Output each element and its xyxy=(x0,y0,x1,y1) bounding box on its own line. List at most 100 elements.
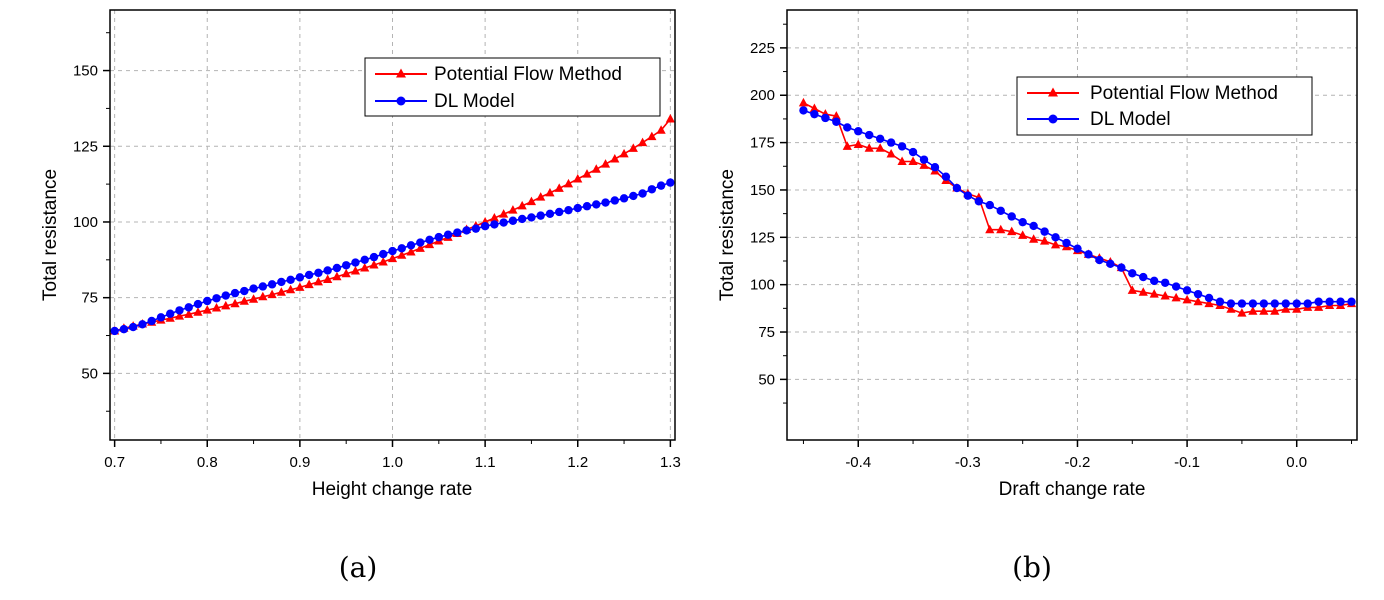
data-point-triangle xyxy=(517,200,527,210)
data-point-circle xyxy=(1084,250,1093,259)
data-point-circle xyxy=(619,194,629,203)
data-point-triangle xyxy=(1018,230,1028,239)
y-tick-label: 125 xyxy=(750,229,775,246)
grid-b xyxy=(787,10,1357,440)
data-point-circle xyxy=(656,181,666,190)
data-point-triangle xyxy=(1237,308,1247,317)
data-point-triangle xyxy=(332,271,342,281)
data-point-circle xyxy=(175,306,184,315)
data-point-triangle xyxy=(295,282,305,291)
data-point-triangle xyxy=(573,173,583,183)
data-point-triangle xyxy=(656,125,666,134)
legend-b: Potential Flow Method DL Model xyxy=(1016,76,1313,136)
data-point-circle xyxy=(147,316,156,326)
data-point-triangle xyxy=(600,159,611,168)
x-tick-label: 0.9 xyxy=(289,454,310,471)
data-point-circle xyxy=(897,142,907,151)
y-tick-label: 100 xyxy=(73,214,98,231)
data-point-triangle xyxy=(1127,285,1137,294)
x-axis-label-b: Draft change rate xyxy=(999,479,1146,500)
data-point-circle xyxy=(453,228,462,237)
x-tick-label: -0.2 xyxy=(1065,454,1091,471)
data-point-triangle xyxy=(276,287,286,296)
data-point-circle xyxy=(886,138,896,147)
data-point-triangle xyxy=(842,141,852,150)
data-point-triangle xyxy=(545,187,555,197)
plot-frame-b xyxy=(786,9,1358,441)
data-point-circle xyxy=(1139,272,1148,282)
data-point-triangle xyxy=(1007,226,1017,236)
data-point-triangle xyxy=(526,196,537,206)
data-point-triangle xyxy=(536,192,546,201)
legend-label-potential-a: Potential Flow Method xyxy=(434,64,622,85)
data-point-triangle xyxy=(831,111,841,120)
x-tick-label: 1.3 xyxy=(660,454,681,471)
legend-box-b xyxy=(1016,76,1313,136)
data-point-triangle xyxy=(563,178,574,188)
data-point-circle xyxy=(1150,276,1159,286)
data-point-circle xyxy=(555,207,564,217)
data-point-triangle xyxy=(350,266,361,275)
data-point-triangle xyxy=(1226,304,1236,313)
data-point-circle xyxy=(517,214,527,224)
legend-a: Potential Flow Method DL Model xyxy=(364,57,661,117)
data-point-triangle xyxy=(1281,304,1291,313)
data-point-triangle xyxy=(248,294,259,303)
data-point-circle xyxy=(843,123,852,132)
data-point-triangle xyxy=(489,213,499,222)
y-axis-label-a: Total resistance xyxy=(40,169,61,301)
data-point-circle xyxy=(930,163,940,172)
data-point-circle xyxy=(184,303,193,312)
data-point-circle xyxy=(480,222,490,231)
data-point-circle xyxy=(875,134,885,144)
data-point-circle xyxy=(249,284,258,293)
data-point-circle xyxy=(267,280,277,289)
data-point-circle xyxy=(919,155,929,164)
data-point-circle xyxy=(1128,269,1137,278)
data-point-circle xyxy=(985,200,994,210)
data-point-circle xyxy=(156,313,166,322)
data-point-circle xyxy=(508,216,518,225)
data-point-circle xyxy=(1314,297,1323,306)
data-point-circle xyxy=(1007,212,1016,221)
data-point-triangle xyxy=(897,156,907,166)
data-point-circle xyxy=(490,220,499,229)
data-point-triangle xyxy=(406,246,416,256)
data-point-circle xyxy=(1259,299,1269,308)
data-point-circle xyxy=(536,211,545,220)
data-point-triangle xyxy=(554,183,564,192)
y-tick-label: 75 xyxy=(758,324,775,341)
data-point-circle xyxy=(666,178,675,187)
data-point-triangle xyxy=(665,114,675,123)
data-point-circle xyxy=(351,258,360,267)
y-tick-label: 200 xyxy=(750,87,775,104)
x-tick-label: -0.1 xyxy=(1174,454,1200,471)
data-point-triangle xyxy=(610,153,620,163)
data-point-circle xyxy=(545,209,555,218)
data-point-circle xyxy=(527,213,536,222)
data-point-circle xyxy=(258,282,268,291)
data-point-circle xyxy=(360,255,369,265)
data-point-circle xyxy=(119,324,129,334)
data-point-circle xyxy=(1018,217,1027,227)
data-point-triangle xyxy=(323,274,333,284)
y-tick-label: 175 xyxy=(750,135,775,152)
data-point-circle xyxy=(1073,244,1082,253)
data-point-triangle xyxy=(591,164,601,173)
data-point-triangle xyxy=(1138,287,1148,296)
caption-b: (b) xyxy=(1012,551,1052,584)
data-point-circle xyxy=(388,246,397,256)
data-point-triangle xyxy=(996,224,1006,234)
data-point-triangle xyxy=(1259,306,1269,315)
data-point-circle xyxy=(240,286,249,296)
data-point-triangle xyxy=(415,243,425,252)
data-point-circle xyxy=(314,268,323,278)
legend-marker-triangle-a xyxy=(396,68,406,78)
data-point-triangle xyxy=(1050,239,1061,249)
data-point-triangle xyxy=(619,148,629,158)
data-point-triangle xyxy=(886,148,896,158)
data-point-triangle xyxy=(221,300,231,310)
data-point-triangle xyxy=(499,209,509,218)
data-point-triangle xyxy=(985,224,995,234)
data-point-triangle xyxy=(1039,236,1050,245)
